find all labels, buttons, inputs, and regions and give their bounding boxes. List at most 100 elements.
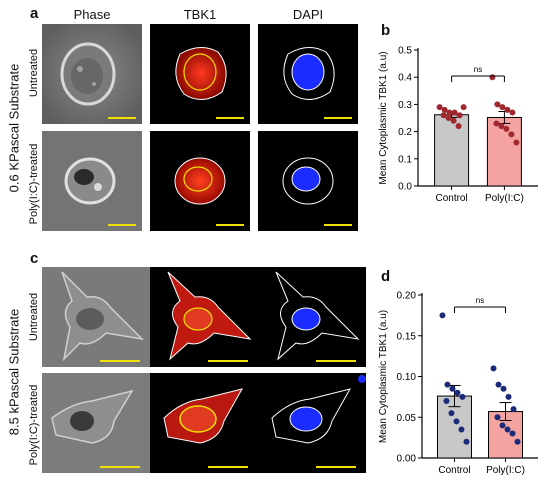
data-point [445,115,452,121]
x-tick-label: Poly(I:C) [486,465,525,476]
y-tick-label: 0.00 [397,454,417,465]
tbk1-image-top-untreated [150,24,250,124]
scale-bar [324,117,352,119]
row-label-top-untreated: Untreated [28,48,40,98]
scale-bar [108,117,136,119]
y-tick-label: 0.20 [397,291,417,302]
data-point [440,112,447,119]
significance-label: ns [474,65,482,74]
data-point [493,120,500,127]
tbk1-image-top-polyic [150,131,250,231]
data-point [450,117,457,124]
row-label-bottom-untreated: Untreated [28,292,40,342]
tbk1-image-bottom-untreated [150,267,258,367]
column-header-tbk1: TBK1 [183,7,217,22]
data-point [499,104,506,111]
data-point [454,389,461,396]
data-point [441,106,448,113]
data-point [446,109,453,116]
data-point [514,438,521,445]
data-point [500,385,507,392]
dapi-image-top-untreated [258,24,358,124]
data-point [458,426,465,433]
phase-image-top-polyic [42,131,142,231]
data-point [490,365,497,372]
data-point [509,109,516,116]
data-point [451,109,458,116]
data-point [448,410,455,417]
phase-image-bottom-untreated [42,267,150,367]
panel-letter-d: d [381,268,391,285]
data-point [436,104,443,111]
group-label-top: 0.6 KPascal Substrate [6,63,22,193]
chart-b-svg: Mean Cytoplasmic TBK1 (a.u) 0.0 0.1 0.2 0.3 0… [378,46,538,204]
data-point [510,406,517,413]
panel-letter-a: a [30,5,39,22]
y-tick-label: 0.5 [398,46,412,57]
scale-bar [216,224,244,226]
data-point [494,101,501,108]
data-point [498,123,505,130]
data-point [509,430,516,437]
dapi-image-bottom-untreated [258,267,366,367]
scale-bar [316,360,356,362]
y-axis-label: Mean Cytoplasmic TBK1 (a.u) [378,51,389,184]
data-point [494,414,501,421]
y-tick-label: 0.1 [398,154,412,165]
scale-bar [208,466,248,468]
data-point [449,385,456,392]
row-label-top-polyic: Poly(I:C)-treated [28,143,40,225]
dapi-image-bottom-polyic [258,373,366,473]
data-point [460,104,467,111]
data-point [459,393,466,400]
phase-image-bottom-polyic [42,373,150,473]
group-label-bottom: 8.5 kPascal Substrate [6,308,22,436]
data-point [489,74,496,81]
data-point [504,426,511,433]
panel-letter-b: b [381,22,391,39]
data-point [505,393,512,400]
scale-bar [316,466,356,468]
y-tick-label: 0.10 [397,372,417,383]
scale-bar [108,224,136,226]
data-point [443,397,450,404]
data-point [455,123,462,130]
scale-bar [100,466,140,468]
scale-bar [216,117,244,119]
dapi-image-top-polyic [258,131,358,231]
y-tick-label: 0.2 [398,127,412,138]
x-tick-label: Poly(I:C) [485,193,524,204]
data-point [453,418,460,425]
scale-bar [208,360,248,362]
chart-b: Mean Cytoplasmic TBK1 (a.u) 0.0 0.1 0.2 0.3 0… [376,40,546,245]
x-tick-label: Control [438,465,470,476]
column-header-phase: Phase [73,7,111,22]
x-tick-label: Control [435,193,467,204]
scale-bar [100,360,140,362]
phase-image-top-untreated [42,24,142,124]
y-tick-label: 0.0 [398,182,412,193]
data-point [439,312,446,319]
tbk1-image-bottom-polyic [150,373,258,473]
data-point [508,131,515,138]
bar-control [434,114,470,187]
panel-letter-c: c [30,250,39,267]
data-point [456,112,463,119]
data-point [504,106,511,113]
data-point [463,438,470,445]
y-tick-label: 0.3 [398,100,412,111]
data-point [444,381,451,388]
significance-label: ns [476,296,484,305]
row-label-bottom-polyic: Poly(I:C)-treated [28,384,40,466]
y-tick-label: 0.4 [398,73,412,84]
column-header-dapi: DAPI [292,7,324,22]
y-tick-label: 0.15 [397,331,417,342]
chart-d-svg: Mean Cytoplasmic TBK1 (a.u) 0.00 0.05 0.10 0… [378,291,538,476]
data-point [495,381,502,388]
data-point [513,139,520,146]
y-tick-label: 0.05 [397,413,417,424]
data-point [503,125,510,132]
y-axis-label: Mean Cytoplasmic TBK1 (a.u) [378,310,389,443]
data-point [499,422,506,429]
chart-d: Mean Cytoplasmic TBK1 (a.u) 0.00 0.05 0.10 0… [376,285,546,485]
